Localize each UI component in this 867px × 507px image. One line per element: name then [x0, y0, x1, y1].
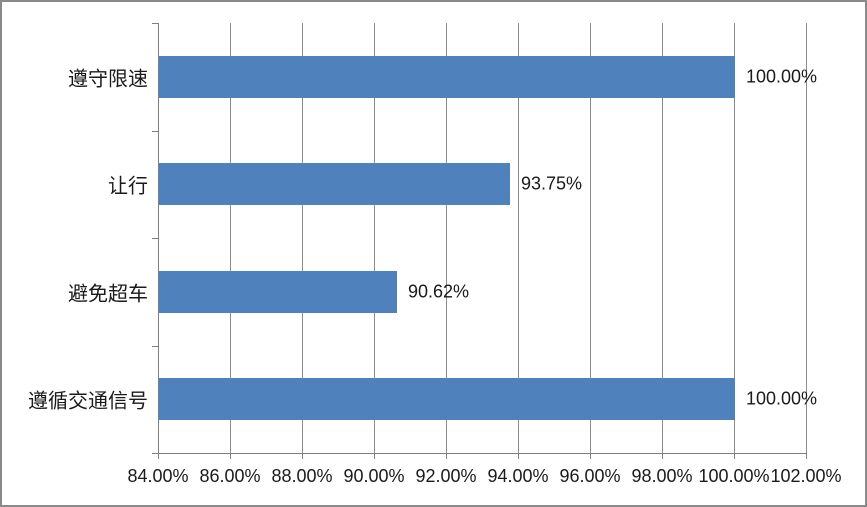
vertical-gridline	[446, 23, 447, 453]
x-axis-tick	[590, 453, 591, 459]
x-axis-tick	[374, 453, 375, 459]
x-axis-tick-label: 86.00%	[199, 466, 261, 486]
x-axis	[158, 453, 807, 454]
bar-value-label: 90.62%	[408, 281, 470, 302]
bar-value-label: 93.75%	[521, 173, 583, 194]
category-label: 让行	[108, 175, 148, 198]
x-axis-tick-label: 92.00%	[415, 466, 477, 486]
x-axis-tick-label: 84.00%	[127, 466, 189, 486]
x-axis-tick	[734, 453, 735, 459]
vertical-gridline	[590, 23, 591, 453]
bar-value-label: 100.00%	[746, 66, 818, 87]
x-axis-tick-label: 102.00%	[770, 466, 842, 486]
vertical-gridline	[374, 23, 375, 453]
x-axis-tick-label: 96.00%	[559, 466, 621, 486]
category-label: 遵守限速	[68, 68, 148, 91]
vertical-gridline	[662, 23, 663, 453]
vertical-gridline	[230, 23, 231, 453]
bar-4[interactable]	[159, 378, 735, 420]
y-axis-tick	[152, 238, 158, 239]
x-axis-tick	[446, 453, 447, 459]
bar-value-label: 100.00%	[746, 388, 818, 409]
category-label: 避免超车	[68, 283, 148, 306]
y-axis-tick	[152, 23, 158, 24]
x-axis-tick	[662, 453, 663, 459]
bar-2[interactable]	[159, 163, 510, 205]
y-axis-tick	[152, 453, 158, 454]
x-axis-tick-label: 98.00%	[631, 466, 693, 486]
x-axis-tick-label: 88.00%	[271, 466, 333, 486]
vertical-gridline	[302, 23, 303, 453]
vertical-gridline	[734, 23, 735, 453]
x-axis-tick-label: 90.00%	[343, 466, 405, 486]
x-axis-tick	[806, 453, 807, 459]
x-axis-tick	[230, 453, 231, 459]
vertical-gridline	[518, 23, 519, 453]
x-axis-tick	[518, 453, 519, 459]
y-axis-tick	[152, 346, 158, 347]
y-axis	[158, 23, 159, 454]
y-axis-tick	[152, 131, 158, 132]
vertical-gridline	[806, 23, 807, 453]
bar-1[interactable]	[159, 56, 735, 98]
bar-3[interactable]	[159, 271, 397, 313]
x-axis-tick-label: 100.00%	[698, 466, 770, 486]
x-axis-tick	[302, 453, 303, 459]
x-axis-tick	[158, 453, 159, 459]
x-axis-tick-label: 94.00%	[487, 466, 549, 486]
category-label: 遵循交通信号	[28, 390, 148, 413]
